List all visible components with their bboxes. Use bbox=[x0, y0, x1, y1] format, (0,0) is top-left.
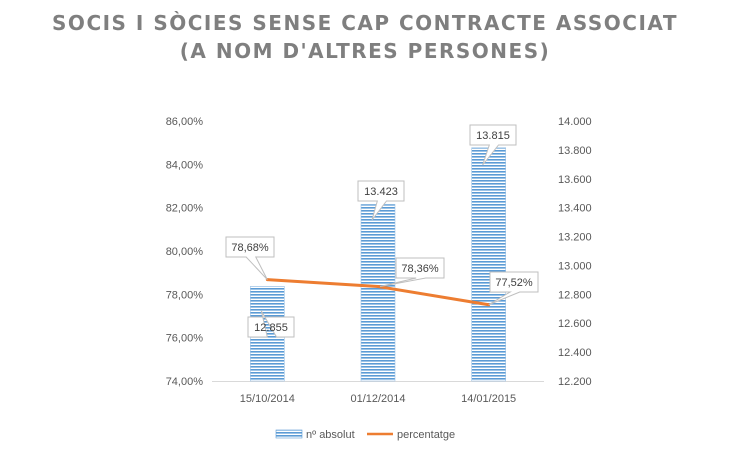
bar-value-label: 13.815 bbox=[469, 124, 517, 166]
data-labels: 12.855 13.423 13.815 78,68% 78,36% 77,52% bbox=[225, 124, 539, 338]
right-tick-label: 12.200 bbox=[558, 376, 592, 388]
right-tick-label: 13.600 bbox=[558, 174, 592, 186]
right-tick-label: 14.000 bbox=[558, 116, 592, 128]
x-tick-label: 01/12/2014 bbox=[350, 393, 405, 405]
left-tick-label: 84,00% bbox=[166, 159, 204, 171]
left-tick-label: 76,00% bbox=[166, 333, 204, 345]
line-value-label-text: 78,68% bbox=[231, 242, 269, 254]
legend-label-line: percentatge bbox=[397, 429, 455, 441]
right-tick-label: 13.000 bbox=[558, 260, 592, 272]
bar-series bbox=[250, 147, 506, 382]
bar-value-label-text: 13.423 bbox=[364, 186, 398, 198]
line-value-label-box bbox=[379, 257, 445, 288]
bar-value-label-box bbox=[469, 124, 517, 166]
right-tick-label: 12.600 bbox=[558, 318, 592, 330]
left-tick-label: 74,00% bbox=[166, 376, 204, 388]
legend: nº absolut percentatge bbox=[275, 429, 455, 441]
left-tick-label: 82,00% bbox=[166, 203, 204, 215]
line-point bbox=[376, 285, 380, 289]
chart-title-line-2: (A NOM D'ALTRES PERSONES) bbox=[180, 39, 550, 63]
bar bbox=[471, 147, 506, 382]
right-axis: 12.200 12.400 12.600 12.800 13.000 13.200 13.4… bbox=[558, 116, 592, 388]
right-tick-label: 12.400 bbox=[558, 347, 592, 359]
right-tick-label: 13.800 bbox=[558, 145, 592, 157]
line-value-label: 78,68% bbox=[225, 236, 275, 280]
legend-label-bar: nº absolut bbox=[306, 429, 355, 441]
right-tick-label: 13.200 bbox=[558, 232, 592, 244]
line-value-label: 78,36% bbox=[379, 257, 445, 288]
x-tick-label: 14/01/2015 bbox=[461, 393, 516, 405]
bar-value-label-text: 13.815 bbox=[476, 130, 510, 142]
line-value-label: 77,52% bbox=[488, 271, 539, 306]
left-tick-label: 86,00% bbox=[166, 116, 204, 128]
left-tick-label: 80,00% bbox=[166, 246, 204, 258]
x-tick-label: 15/10/2014 bbox=[240, 393, 295, 405]
line-value-label-box bbox=[225, 236, 275, 280]
left-axis: 74,00% 76,00% 78,00% 80,00% 82,00% 84,00% 86,0… bbox=[166, 116, 204, 388]
left-tick-label: 78,00% bbox=[166, 289, 204, 301]
x-axis: 15/10/2014 01/12/2014 14/01/2015 bbox=[240, 393, 516, 405]
bar-value-label-box bbox=[357, 180, 405, 221]
bar-value-label: 13.423 bbox=[357, 180, 405, 221]
legend-swatch-bar bbox=[275, 429, 303, 439]
line-value-label-text: 78,36% bbox=[401, 263, 439, 275]
right-tick-label: 12.800 bbox=[558, 289, 592, 301]
chart-title-line-1: SOCIS I SÒCIES SENSE CAP CONTRACTE ASSOC… bbox=[52, 11, 678, 35]
bar bbox=[360, 204, 396, 382]
bar-value-label-box bbox=[247, 310, 295, 338]
line-value-label-box bbox=[488, 271, 539, 306]
bar-value-label: 12.855 bbox=[247, 310, 295, 338]
line-value-label-text: 77,52% bbox=[495, 277, 533, 289]
bar-value-label-text: 12.855 bbox=[254, 322, 288, 334]
right-tick-label: 13.400 bbox=[558, 203, 592, 215]
